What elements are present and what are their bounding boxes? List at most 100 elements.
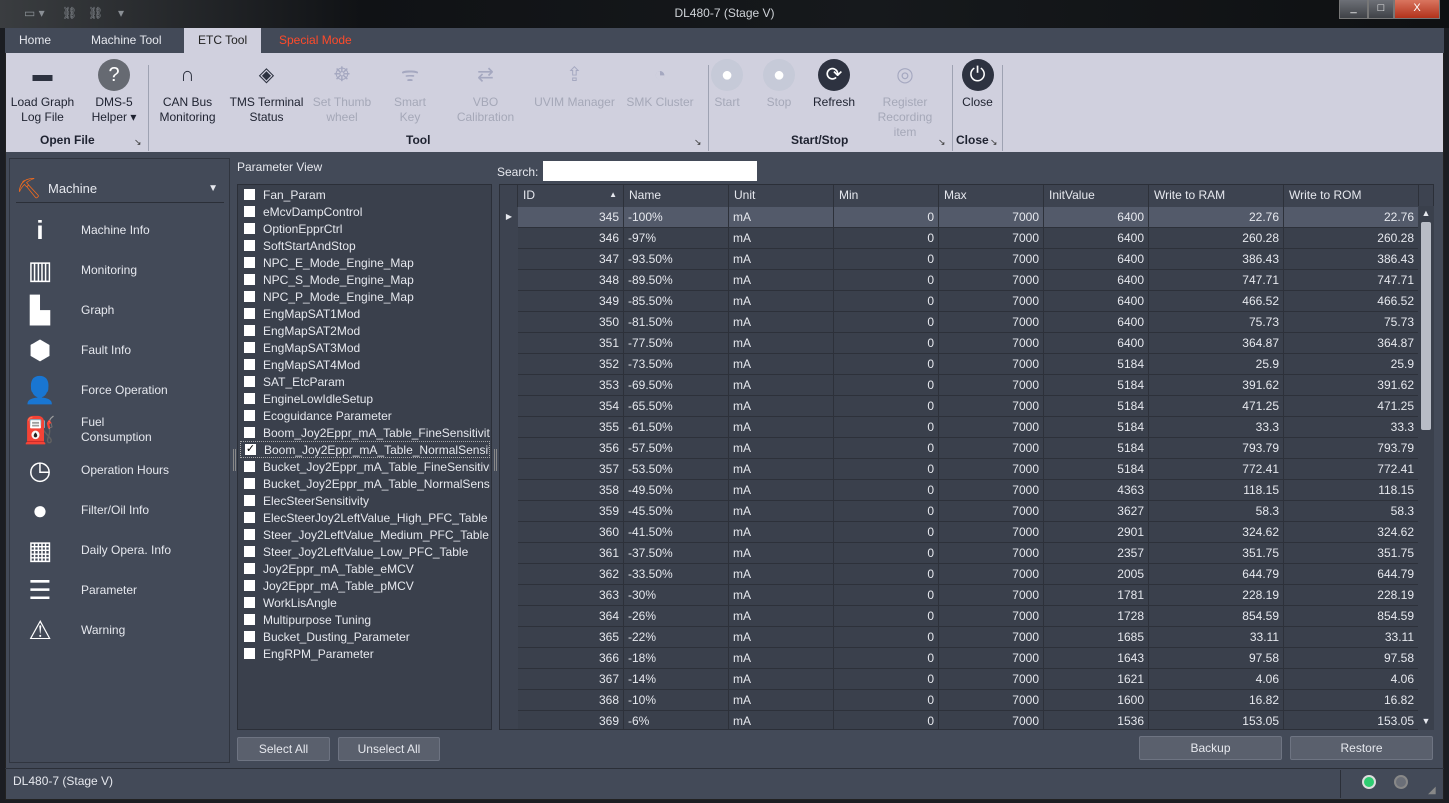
close-button[interactable]: ⏻ Close [945, 59, 1010, 110]
cell-initvalue[interactable]: 6400 [1044, 228, 1149, 249]
cell-initvalue[interactable]: 1685 [1044, 627, 1149, 648]
cell-unit[interactable]: mA [729, 396, 834, 417]
cell-max[interactable]: 7000 [939, 417, 1044, 438]
cell-id[interactable]: 349 [518, 291, 624, 312]
checkbox[interactable] [244, 495, 255, 506]
cell-write-to-rom[interactable]: 228.19 [1284, 585, 1419, 606]
checkbox[interactable] [244, 257, 255, 268]
vertical-scrollbar[interactable]: ▲ ▼ [1418, 206, 1434, 730]
cell-initvalue[interactable]: 1781 [1044, 585, 1149, 606]
cell-id[interactable]: 356 [518, 438, 624, 459]
cell-initvalue[interactable]: 1536 [1044, 711, 1149, 729]
table-row[interactable]: 358 -49.50% mA 0 7000 4363 118.15 118.15 [500, 480, 1419, 501]
cell-write-to-rom[interactable]: 58.3 [1284, 501, 1419, 522]
row-selector[interactable] [500, 501, 518, 522]
table-row[interactable]: 359 -45.50% mA 0 7000 3627 58.3 58.3 [500, 501, 1419, 522]
column-header-unit[interactable]: Unit [729, 185, 834, 207]
cell-name[interactable]: -26% [624, 606, 729, 627]
cell-id[interactable]: 369 [518, 711, 624, 729]
customize-toolbar-icon[interactable]: ▾ [118, 6, 125, 20]
unlink-icon[interactable]: ⛓ [88, 6, 104, 20]
cell-max[interactable]: 7000 [939, 606, 1044, 627]
checkbox[interactable] [244, 461, 255, 472]
sidebar-item-machine-info[interactable]: i Machine Info [22, 211, 222, 249]
parameter-list-item[interactable]: EngMapSAT4Mod [240, 356, 490, 373]
cell-unit[interactable]: mA [729, 459, 834, 480]
row-selector[interactable] [500, 417, 518, 438]
cell-write-to-ram[interactable]: 58.3 [1149, 501, 1284, 522]
cell-write-to-ram[interactable]: 25.9 [1149, 354, 1284, 375]
parameter-list-item[interactable]: Bucket_Joy2Eppr_mA_Table_FineSensitivity [240, 458, 490, 475]
cell-name[interactable]: -41.50% [624, 522, 729, 543]
select-all-button[interactable]: Select All [237, 737, 330, 761]
column-header-max[interactable]: Max [939, 185, 1044, 207]
cell-initvalue[interactable]: 1643 [1044, 648, 1149, 669]
cell-write-to-rom[interactable]: 364.87 [1284, 333, 1419, 354]
cell-min[interactable]: 0 [834, 354, 939, 375]
can-bus-monitoring-button[interactable]: ∩ CAN Bus Monitoring [149, 59, 226, 125]
parameter-list-item[interactable]: EngMapSAT3Mod [240, 339, 490, 356]
cell-unit[interactable]: mA [729, 270, 834, 291]
table-row[interactable]: 352 -73.50% mA 0 7000 5184 25.9 25.9 [500, 354, 1419, 375]
cell-initvalue[interactable]: 5184 [1044, 375, 1149, 396]
search-input[interactable] [543, 161, 757, 181]
table-row[interactable]: 365 -22% mA 0 7000 1685 33.11 33.11 [500, 627, 1419, 648]
row-selector[interactable] [500, 375, 518, 396]
parameter-list-item[interactable]: NPC_E_Mode_Engine_Map [240, 254, 490, 271]
cell-max[interactable]: 7000 [939, 270, 1044, 291]
checkbox[interactable] [244, 359, 255, 370]
cell-write-to-ram[interactable]: 386.43 [1149, 249, 1284, 270]
cell-name[interactable]: -77.50% [624, 333, 729, 354]
cell-min[interactable]: 0 [834, 543, 939, 564]
cell-max[interactable]: 7000 [939, 501, 1044, 522]
parameter-list-item[interactable]: Fan_Param [240, 186, 490, 203]
cell-write-to-ram[interactable]: 644.79 [1149, 564, 1284, 585]
cell-min[interactable]: 0 [834, 585, 939, 606]
parameter-list-item[interactable]: Steer_Joy2LeftValue_Medium_PFC_Table [240, 526, 490, 543]
scroll-down-icon[interactable]: ▼ [1421, 716, 1431, 726]
cell-write-to-ram[interactable]: 118.15 [1149, 480, 1284, 501]
minimize-button[interactable]: _ [1339, 0, 1368, 19]
row-selector[interactable] [500, 438, 518, 459]
parameter-list-item[interactable]: Joy2Eppr_mA_Table_eMCV [240, 560, 490, 577]
cell-unit[interactable]: mA [729, 249, 834, 270]
cell-write-to-rom[interactable]: 22.76 [1284, 207, 1419, 228]
checkbox[interactable] [244, 529, 255, 540]
cell-write-to-rom[interactable]: 391.62 [1284, 375, 1419, 396]
cell-name[interactable]: -49.50% [624, 480, 729, 501]
cell-unit[interactable]: mA [729, 711, 834, 729]
cell-write-to-rom[interactable]: 25.9 [1284, 354, 1419, 375]
table-row[interactable]: 349 -85.50% mA 0 7000 6400 466.52 466.52 [500, 291, 1419, 312]
cell-unit[interactable]: mA [729, 375, 834, 396]
table-row[interactable]: 351 -77.50% mA 0 7000 6400 364.87 364.87 [500, 333, 1419, 354]
cell-unit[interactable]: mA [729, 690, 834, 711]
row-selector[interactable] [500, 606, 518, 627]
parameter-list-item[interactable]: EngMapSAT1Mod [240, 305, 490, 322]
cell-write-to-rom[interactable]: 351.75 [1284, 543, 1419, 564]
parameter-list-item[interactable]: ElecSteerJoy2LeftValue_High_PFC_Table [240, 509, 490, 526]
cell-min[interactable]: 0 [834, 312, 939, 333]
checkbox[interactable] [244, 342, 255, 353]
cell-min[interactable]: 0 [834, 375, 939, 396]
cell-name[interactable]: -37.50% [624, 543, 729, 564]
cell-write-to-rom[interactable]: 97.58 [1284, 648, 1419, 669]
cell-min[interactable]: 0 [834, 270, 939, 291]
cell-write-to-ram[interactable]: 33.11 [1149, 627, 1284, 648]
cell-max[interactable]: 7000 [939, 627, 1044, 648]
table-row[interactable]: 350 -81.50% mA 0 7000 6400 75.73 75.73 [500, 312, 1419, 333]
table-row[interactable]: 369 -6% mA 0 7000 1536 153.05 153.05 [500, 711, 1419, 729]
cell-id[interactable]: 361 [518, 543, 624, 564]
cell-min[interactable]: 0 [834, 291, 939, 312]
cell-min[interactable]: 0 [834, 417, 939, 438]
row-selector[interactable] [500, 459, 518, 480]
cell-min[interactable]: 0 [834, 711, 939, 729]
checkbox[interactable] [244, 563, 255, 574]
cell-name[interactable]: -100% [624, 207, 729, 228]
cell-min[interactable]: 0 [834, 480, 939, 501]
tab-etc-tool[interactable]: ETC Tool [184, 28, 262, 53]
cell-unit[interactable]: mA [729, 333, 834, 354]
cell-id[interactable]: 354 [518, 396, 624, 417]
cell-max[interactable]: 7000 [939, 585, 1044, 606]
load-graph-log-file-button[interactable]: ▬ Load Graph Log File [6, 59, 79, 125]
table-row[interactable]: 356 -57.50% mA 0 7000 5184 793.79 793.79 [500, 438, 1419, 459]
